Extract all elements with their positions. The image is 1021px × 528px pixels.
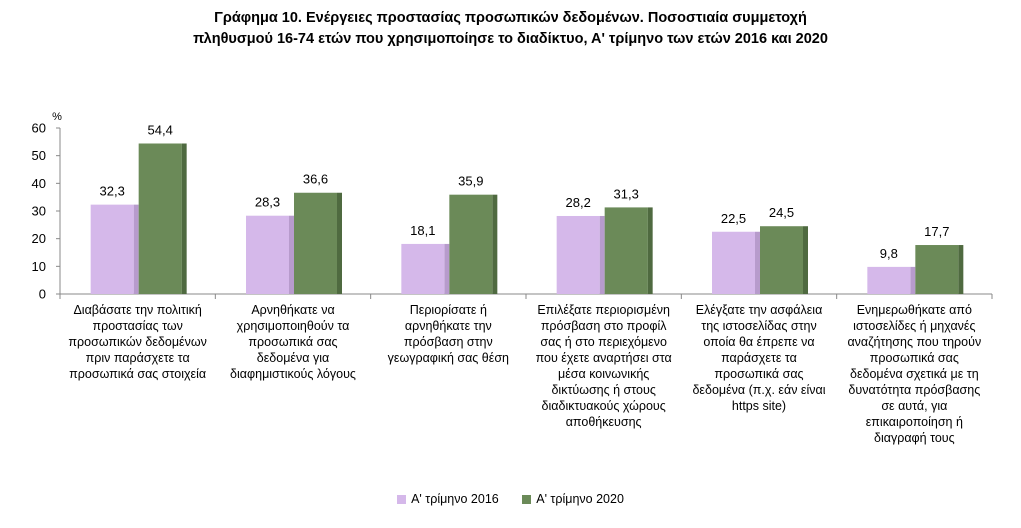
x-category-label-line: που έχετε αναρτήσει στα bbox=[535, 351, 672, 365]
x-category-label-line: διαφημιστικούς λόγους bbox=[230, 367, 356, 381]
bar-2016 bbox=[246, 215, 289, 294]
x-category-label-line: Περιορίσατε ή bbox=[409, 303, 487, 317]
bar-shade bbox=[647, 207, 653, 294]
x-category-label-line: δεδομένα (π.χ. εάν είναι bbox=[692, 383, 826, 397]
y-tick-label: 30 bbox=[32, 204, 46, 219]
bar-2020 bbox=[915, 245, 959, 294]
bar-shade bbox=[803, 226, 808, 294]
x-category-label-line: αναζήτησης που τηρούν bbox=[847, 335, 982, 349]
bar-2020 bbox=[138, 143, 182, 294]
x-category-label-line: https site) bbox=[731, 399, 787, 413]
bar-2020 bbox=[449, 194, 493, 294]
y-axis-label: % bbox=[52, 111, 62, 123]
x-category-label-line: προσωπικά σας στοιχεία bbox=[69, 367, 207, 381]
x-category-label-line: δικτύωσης ή στους bbox=[551, 383, 656, 397]
data-label: 32,3 bbox=[100, 184, 125, 199]
x-category-label-line: Ελέγξατε την ασφάλεια bbox=[695, 303, 823, 317]
bar-shade bbox=[444, 243, 450, 294]
chart-title-line2: πληθυσμού 16-74 ετών που χρησιμοποίησε τ… bbox=[193, 31, 828, 47]
bar-shade bbox=[958, 245, 964, 294]
data-label: 36,6 bbox=[303, 172, 328, 187]
data-label: 28,2 bbox=[566, 195, 591, 210]
chart-title-line1: Γράφημα 10. Ενέργειες προστασίας προσωπι… bbox=[214, 10, 807, 26]
bar-shade bbox=[492, 194, 498, 294]
y-tick-label: 20 bbox=[32, 231, 46, 246]
bar-2016 bbox=[401, 243, 445, 294]
y-tick-label: 0 bbox=[39, 287, 46, 302]
x-category-label-line: προσωπικά σας bbox=[869, 351, 959, 365]
bar-shade bbox=[755, 231, 760, 294]
y-tick-label: 10 bbox=[32, 259, 46, 274]
bar-2016 bbox=[90, 204, 134, 294]
legend-swatch-2016 bbox=[397, 494, 407, 504]
x-category-label-line: πρόσβαση στην bbox=[403, 335, 493, 349]
data-label: 35,9 bbox=[458, 174, 483, 189]
data-label: 17,7 bbox=[924, 224, 949, 239]
legend-swatch-2020 bbox=[522, 494, 532, 504]
x-category-label-line: διαγραφή τους bbox=[874, 431, 955, 445]
chart-title: Γράφημα 10. Ενέργειες προστασίας προσωπι… bbox=[0, 8, 1021, 50]
y-tick-label: 40 bbox=[32, 176, 46, 191]
x-category-label-line: προσωπικά σας bbox=[248, 335, 338, 349]
x-category-label-line: προσωπικά σας bbox=[714, 367, 804, 381]
x-category-label: Ενημερωθήκατε από ιστοσελίδες ή μηχανές αν… bbox=[835, 302, 993, 446]
data-label: 9,8 bbox=[880, 246, 898, 261]
legend: Α' τρίμηνο 2016 Α' τρίμηνο 2020 bbox=[0, 492, 1021, 507]
x-category-label-line: επικαιροποίηση ή bbox=[865, 415, 963, 429]
x-category-label-line: δεδομένα σχετικά με τη bbox=[849, 367, 979, 381]
y-tick-label: 60 bbox=[32, 121, 46, 136]
bar-2016 bbox=[712, 231, 755, 294]
x-category-label-line: προστασίας των bbox=[92, 319, 183, 333]
x-category-label-line: σας ή στο περιεχόμενο bbox=[540, 335, 667, 349]
bar-shade bbox=[133, 204, 139, 294]
legend-item-2020: Α' τρίμηνο 2020 bbox=[522, 492, 624, 506]
x-category-label-line: οποία θα έπρεπε να bbox=[703, 335, 815, 349]
bar-2016 bbox=[556, 215, 600, 294]
x-category-label-line: μέσα κοινωνικής bbox=[558, 367, 650, 381]
x-category-label-line: σε αυτά, για bbox=[881, 399, 948, 413]
x-category-label: Αρνηθήκατε να χρησιμοποιηθούν τα προσωπικά… bbox=[214, 302, 372, 382]
x-category-label-line: διαδικτυακούς χώρους bbox=[541, 399, 666, 413]
x-category-label-line: Ενημερωθήκατε από bbox=[856, 303, 972, 317]
data-label: 18,1 bbox=[410, 223, 435, 238]
data-label: 24,5 bbox=[769, 205, 794, 220]
x-category-label: Ελέγξατε την ασφάλεια της ιστοσελίδας στη… bbox=[680, 302, 838, 414]
x-category-label-line: παράσχετε τα bbox=[721, 351, 797, 365]
x-category-label-line: Διαβάσατε την πολιτική bbox=[73, 303, 202, 317]
x-category-label-line: δυνατότητα πρόσβασης bbox=[848, 383, 981, 397]
x-category-label-line: της ιστοσελίδας στην bbox=[701, 319, 817, 333]
legend-item-2016: Α' τρίμηνο 2016 bbox=[397, 492, 499, 506]
data-label: 31,3 bbox=[614, 186, 639, 201]
x-category-label-line: προσωπικών δεδομένων bbox=[68, 335, 207, 349]
data-label: 54,4 bbox=[148, 122, 173, 137]
x-category-label-line: πρόσβαση στο προφίλ bbox=[540, 319, 667, 333]
data-label: 28,3 bbox=[255, 195, 280, 210]
x-category-label-line: χρησιμοποιηθούν τα bbox=[236, 319, 350, 333]
bar-shade bbox=[337, 192, 342, 294]
x-category-label: Επιλέξατε περιορισμένη πρόσβαση στο προφί… bbox=[525, 302, 683, 430]
x-category-label-line: αρνηθήκατε την bbox=[404, 319, 492, 333]
x-category-label-line: δεδομένα για bbox=[256, 351, 330, 365]
bar-2020 bbox=[604, 207, 648, 294]
data-label: 22,5 bbox=[721, 211, 746, 226]
x-category-label-line: ιστοσελίδες ή μηχανές bbox=[853, 319, 976, 333]
bar-shade bbox=[181, 143, 187, 294]
bar-2020 bbox=[760, 226, 803, 294]
bar-shade bbox=[910, 266, 916, 294]
bar-2020 bbox=[294, 192, 337, 294]
legend-label-2020: Α' τρίμηνο 2020 bbox=[536, 492, 624, 506]
y-tick-label: 50 bbox=[32, 148, 46, 163]
x-category-label-line: αποθήκευσης bbox=[565, 415, 642, 429]
bar-2016 bbox=[867, 266, 911, 294]
legend-label-2016: Α' τρίμηνο 2016 bbox=[411, 492, 499, 506]
x-category-label-line: Επιλέξατε περιορισμένη bbox=[537, 303, 670, 317]
x-category-label: Περιορίσατε ή αρνηθήκατε την πρόσβαση στην… bbox=[369, 302, 527, 366]
x-category-label-line: πριν παράσχετε τα bbox=[85, 351, 190, 365]
x-category-label-line: Αρνηθήκατε να bbox=[251, 303, 335, 317]
x-category-label-line: γεωγραφική σας θέση bbox=[387, 351, 509, 365]
bar-shade bbox=[599, 215, 605, 294]
x-category-label: Διαβάσατε την πολιτική προστασίας των προσ… bbox=[59, 302, 217, 382]
bar-shade bbox=[289, 215, 294, 294]
